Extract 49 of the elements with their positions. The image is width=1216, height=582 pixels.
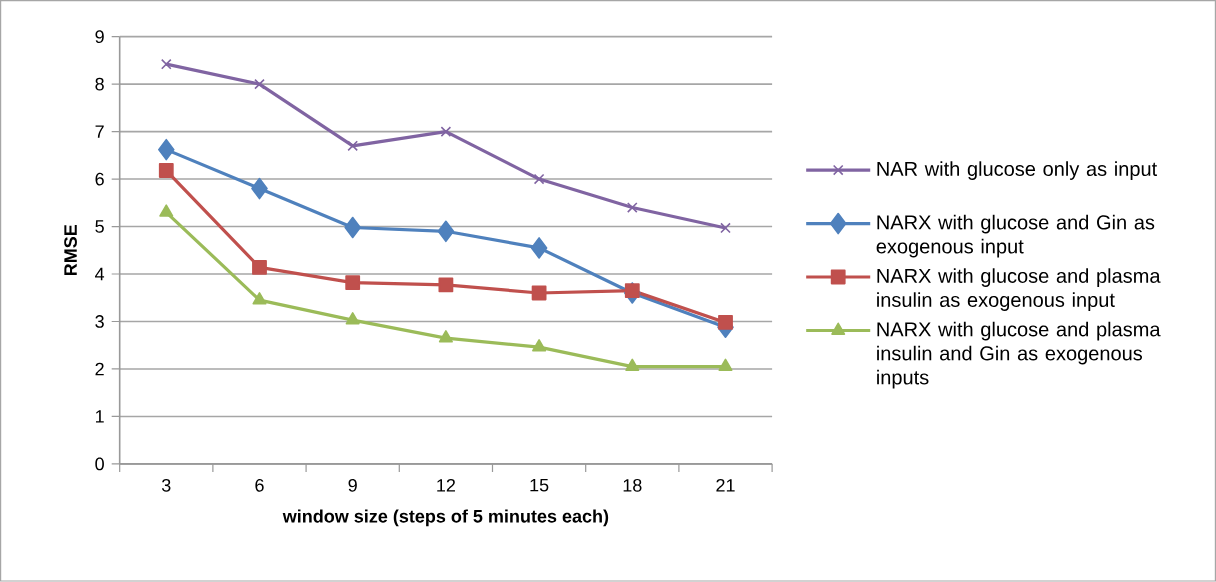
x-tick-label: 15 [530,479,549,492]
legend-label: NARX with glucose and plasma insulin as exogenous input [877,268,1161,312]
legend-label: NAR with glucose only as input [877,161,1158,181]
point [251,177,268,200]
y-tick-label: 1 [95,410,104,423]
point [157,139,175,161]
y-tick-label: 9 [95,30,104,44]
point [345,275,361,291]
point [437,220,455,243]
point [252,260,267,275]
y-tick-label: 6 [95,172,104,186]
y-tick-label: 3 [95,315,104,329]
point [624,283,640,299]
x-tick-label: 6 [255,479,264,492]
point [531,285,547,301]
y-tick-label: 5 [95,220,104,234]
point [718,315,733,331]
point [252,292,267,305]
point [347,140,359,152]
y-tick-label: 8 [95,77,104,91]
point [438,330,453,343]
point [158,163,174,179]
y-tick-label: 2 [95,362,104,376]
point [440,126,452,138]
point [530,237,548,259]
y-tick-label: 0 [95,457,104,471]
point [344,216,361,239]
y-tick-label: 4 [95,268,105,281]
x-tick-label: 12 [437,479,455,492]
point [532,339,547,352]
point [718,358,733,372]
x-axis-title: window size (steps of 5 minutes each) [282,509,609,527]
point [160,59,172,70]
x-tick-label: 3 [161,479,171,492]
x-tick-label: 21 [716,479,735,492]
y-axis-title: RMSE [64,225,77,276]
point [533,173,545,185]
legend-label: NARX with glucose and plasma insulin and Gin as exogenous inputs [877,321,1161,389]
y-tick-label: 7 [95,125,104,138]
point [254,78,265,90]
point [438,277,454,293]
legend-label: NARX with glucose and Gin as exogenous input [876,214,1155,258]
point [159,204,174,217]
x-tick-label: 18 [623,479,642,492]
point [345,312,360,325]
x-tick-label: 9 [348,479,357,492]
point [625,358,640,372]
point [626,202,638,214]
point [720,222,731,234]
